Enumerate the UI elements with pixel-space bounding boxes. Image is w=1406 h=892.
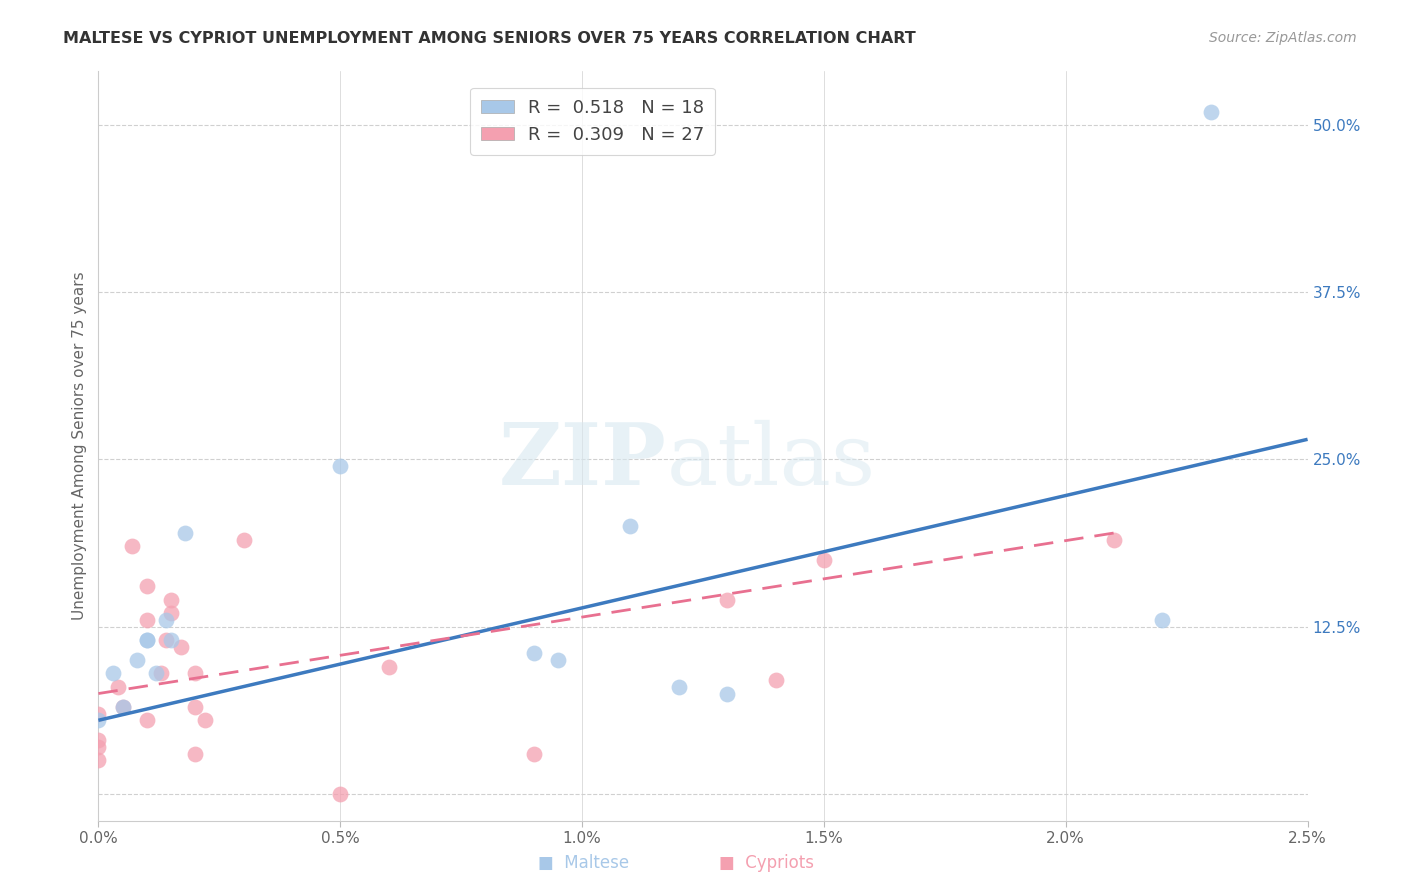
- Point: [160, 633, 183, 648]
- Point: [329, 787, 352, 801]
- Point: [232, 533, 254, 547]
- Point: [1102, 533, 1125, 547]
- Point: [160, 607, 183, 621]
- Text: ■  Maltese: ■ Maltese: [538, 855, 628, 872]
- Point: [716, 687, 738, 701]
- Point: [107, 680, 129, 694]
- Point: [160, 593, 183, 607]
- Point: [184, 747, 207, 761]
- Point: [135, 580, 157, 594]
- Point: [135, 633, 157, 648]
- Point: [87, 753, 110, 767]
- Point: [619, 519, 641, 533]
- Point: [135, 613, 157, 627]
- Point: [111, 699, 134, 714]
- Text: ZIP: ZIP: [499, 419, 666, 503]
- Point: [87, 733, 110, 747]
- Point: [523, 747, 546, 761]
- Point: [135, 633, 157, 648]
- Point: [87, 714, 110, 728]
- Text: ■  Cypriots: ■ Cypriots: [718, 855, 814, 872]
- Point: [329, 459, 352, 474]
- Text: Source: ZipAtlas.com: Source: ZipAtlas.com: [1209, 31, 1357, 45]
- Point: [121, 539, 143, 553]
- Y-axis label: Unemployment Among Seniors over 75 years: Unemployment Among Seniors over 75 years: [72, 272, 87, 620]
- Point: [111, 699, 134, 714]
- Point: [150, 666, 173, 681]
- Point: [813, 553, 835, 567]
- Text: MALTESE VS CYPRIOT UNEMPLOYMENT AMONG SENIORS OVER 75 YEARS CORRELATION CHART: MALTESE VS CYPRIOT UNEMPLOYMENT AMONG SE…: [63, 31, 917, 46]
- Point: [765, 673, 787, 688]
- Point: [184, 666, 207, 681]
- Text: atlas: atlas: [666, 419, 876, 502]
- Point: [716, 593, 738, 607]
- Point: [145, 666, 167, 681]
- Point: [87, 740, 110, 755]
- Point: [155, 613, 177, 627]
- Point: [523, 646, 546, 660]
- Point: [174, 526, 197, 541]
- Point: [1152, 613, 1174, 627]
- Point: [127, 653, 149, 667]
- Point: [169, 640, 191, 654]
- Point: [194, 714, 217, 728]
- Point: [87, 706, 110, 721]
- Point: [101, 666, 124, 681]
- Point: [1199, 104, 1222, 119]
- Point: [547, 653, 569, 667]
- Point: [184, 699, 207, 714]
- Point: [135, 714, 157, 728]
- Point: [377, 660, 399, 674]
- Point: [155, 633, 177, 648]
- Legend: R =  0.518   N = 18, R =  0.309   N = 27: R = 0.518 N = 18, R = 0.309 N = 27: [470, 88, 716, 154]
- Point: [668, 680, 690, 694]
